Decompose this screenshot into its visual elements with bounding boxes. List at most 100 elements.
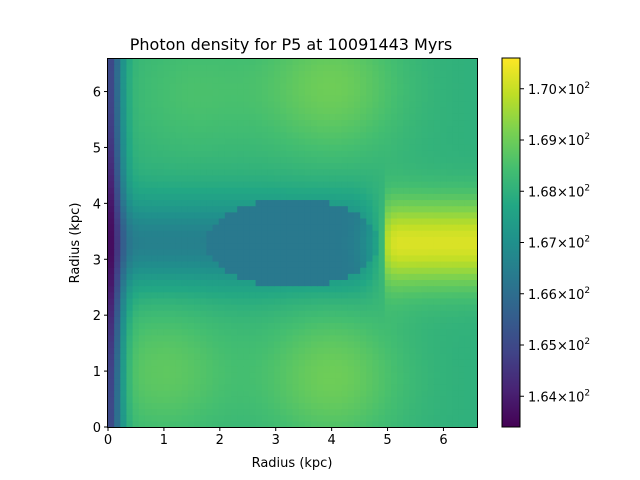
heatmap-cell bbox=[126, 205, 134, 213]
heatmap-cell bbox=[403, 304, 410, 311]
heatmap-cell bbox=[329, 390, 337, 397]
heatmap-cell bbox=[440, 402, 447, 410]
heatmap-cell bbox=[249, 359, 257, 367]
heatmap-cell bbox=[292, 113, 300, 121]
heatmap-cell bbox=[360, 125, 367, 133]
heatmap-cell bbox=[261, 58, 269, 65]
heatmap-cell bbox=[354, 58, 361, 65]
heatmap-cell bbox=[384, 365, 392, 373]
heatmap-cell bbox=[231, 316, 238, 324]
heatmap-cell bbox=[132, 211, 140, 219]
heatmap-cell bbox=[255, 396, 263, 403]
heatmap-cell bbox=[427, 310, 435, 317]
heatmap-cell bbox=[132, 291, 140, 299]
heatmap-cell bbox=[304, 224, 312, 231]
heatmap-cell bbox=[243, 347, 251, 354]
heatmap-cell bbox=[114, 383, 121, 391]
heatmap-cell bbox=[440, 242, 447, 250]
heatmap-cell bbox=[354, 181, 361, 188]
heatmap-cell bbox=[329, 193, 337, 201]
heatmap-cell bbox=[175, 347, 183, 354]
heatmap-cell bbox=[421, 230, 429, 237]
heatmap-cell bbox=[218, 101, 226, 108]
heatmap-cell bbox=[464, 82, 472, 90]
heatmap-cell bbox=[255, 113, 263, 121]
heatmap-cell bbox=[218, 181, 226, 188]
heatmap-cell bbox=[415, 217, 423, 225]
heatmap-cell bbox=[224, 340, 232, 348]
heatmap-cell bbox=[237, 137, 244, 145]
heatmap-cell bbox=[446, 211, 453, 219]
heatmap-cell bbox=[304, 340, 312, 348]
heatmap-cell bbox=[298, 414, 306, 422]
heatmap-cell bbox=[237, 285, 244, 293]
heatmap-cell bbox=[231, 224, 238, 231]
heatmap-cell bbox=[347, 322, 355, 330]
heatmap-cell bbox=[323, 70, 330, 78]
heatmap-cell bbox=[132, 76, 140, 84]
heatmap-cell bbox=[421, 359, 429, 367]
heatmap-cell bbox=[354, 408, 361, 416]
heatmap-cell bbox=[323, 248, 330, 256]
heatmap-cell bbox=[280, 236, 287, 244]
heatmap-cell bbox=[114, 248, 121, 256]
heatmap-cell bbox=[403, 359, 410, 367]
heatmap-cell bbox=[243, 119, 251, 127]
heatmap-cell bbox=[427, 322, 435, 330]
heatmap-cell bbox=[218, 420, 226, 428]
heatmap-cell bbox=[317, 279, 324, 287]
heatmap-cell bbox=[366, 211, 374, 219]
heatmap-cell bbox=[187, 334, 195, 342]
heatmap-cell bbox=[237, 156, 244, 164]
heatmap-cell bbox=[126, 254, 134, 262]
heatmap-cell bbox=[366, 304, 374, 311]
heatmap-cell bbox=[237, 76, 244, 84]
heatmap-cell bbox=[144, 408, 152, 416]
heatmap-cell bbox=[194, 396, 201, 403]
heatmap-cell bbox=[384, 94, 392, 102]
heatmap-cell bbox=[304, 353, 312, 360]
heatmap-cell bbox=[157, 242, 164, 250]
heatmap-cell bbox=[378, 88, 386, 96]
heatmap-cell bbox=[390, 144, 398, 151]
heatmap-cell bbox=[397, 211, 404, 219]
heatmap-cell bbox=[464, 347, 472, 354]
heatmap-cell bbox=[403, 82, 410, 90]
heatmap-cell bbox=[310, 88, 318, 96]
heatmap-cell bbox=[304, 113, 312, 121]
heatmap-cell bbox=[212, 230, 220, 237]
heatmap-cell bbox=[114, 377, 121, 385]
heatmap-cell bbox=[261, 162, 269, 170]
heatmap-cell bbox=[323, 279, 330, 287]
heatmap-cell bbox=[470, 211, 478, 219]
heatmap-cell bbox=[347, 396, 355, 403]
heatmap-cell bbox=[249, 156, 257, 164]
heatmap-cell bbox=[157, 353, 164, 360]
heatmap-cell bbox=[194, 193, 201, 201]
heatmap-cell bbox=[237, 144, 244, 151]
heatmap-cell bbox=[427, 125, 435, 133]
heatmap-cell bbox=[298, 316, 306, 324]
heatmap-cell bbox=[126, 260, 134, 268]
heatmap-cell bbox=[470, 168, 478, 176]
colorbar-tick-label: 1.67×102 bbox=[528, 235, 590, 252]
heatmap-cell bbox=[384, 402, 392, 410]
heatmap-cell bbox=[224, 224, 232, 231]
heatmap-cell bbox=[323, 230, 330, 237]
heatmap-cell bbox=[298, 70, 306, 78]
heatmap-cell bbox=[267, 310, 275, 317]
heatmap-cell bbox=[323, 88, 330, 96]
heatmap-cell bbox=[323, 260, 330, 268]
heatmap-cell bbox=[187, 371, 195, 379]
heatmap-cell bbox=[108, 181, 115, 188]
heatmap-cell bbox=[292, 267, 300, 274]
heatmap-cell bbox=[415, 383, 423, 391]
heatmap-cell bbox=[126, 340, 134, 348]
heatmap-cell bbox=[317, 156, 324, 164]
heatmap-cell bbox=[132, 205, 140, 213]
heatmap-cell bbox=[317, 402, 324, 410]
heatmap-cell bbox=[151, 150, 158, 157]
heatmap-cell bbox=[237, 254, 244, 262]
heatmap-cell bbox=[132, 236, 140, 244]
heatmap-cell bbox=[169, 273, 177, 280]
